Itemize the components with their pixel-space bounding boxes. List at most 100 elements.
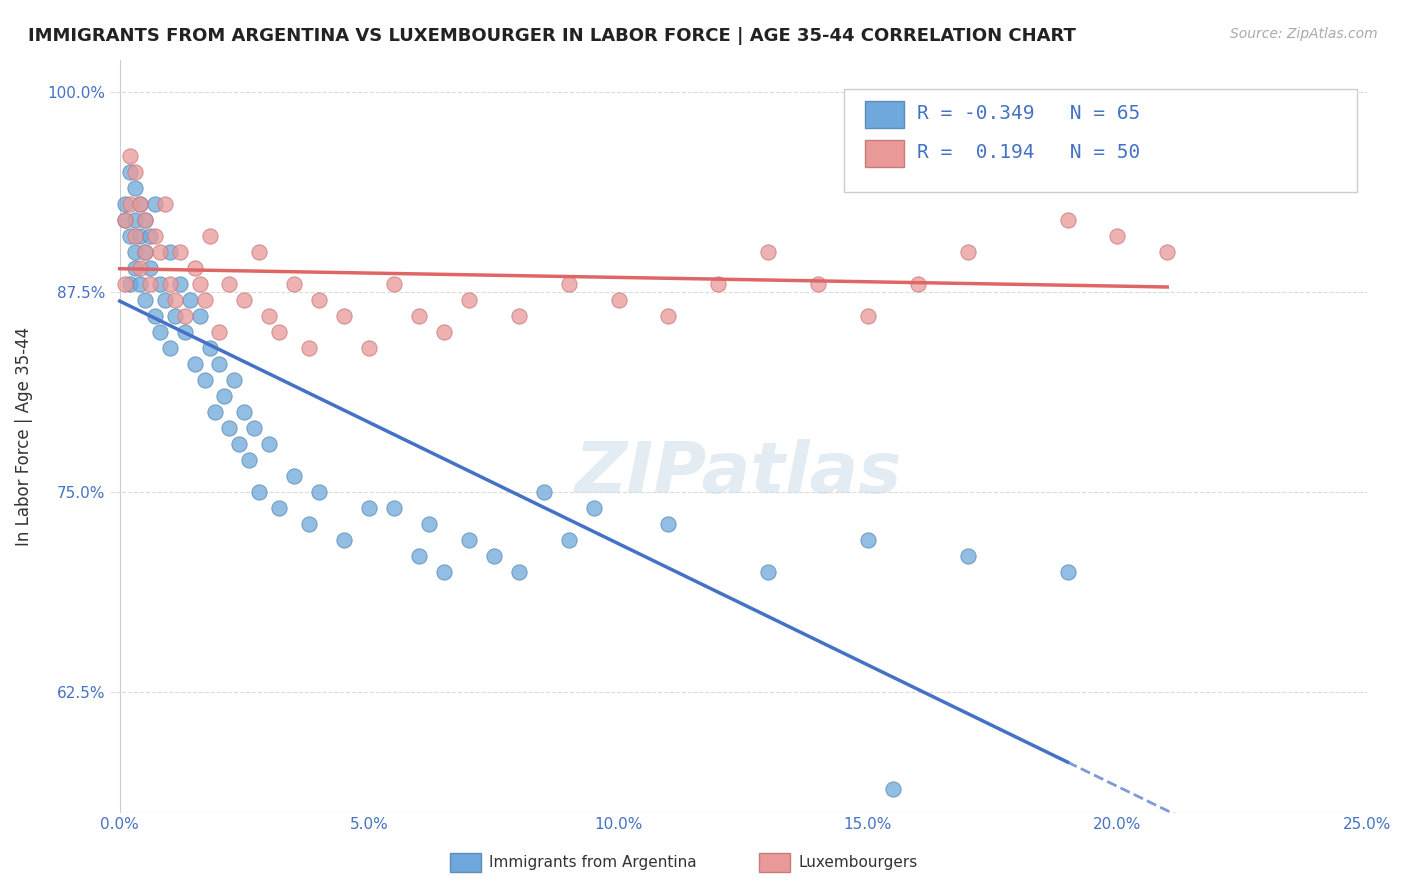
Point: [956, 549, 979, 564]
Point: [114, 277, 136, 291]
Point: [118, 196, 141, 211]
Point: [408, 549, 430, 564]
Point: [657, 309, 679, 323]
Point: [233, 405, 256, 419]
Point: [149, 277, 172, 291]
Point: [433, 325, 456, 339]
Point: [124, 244, 146, 259]
Point: [458, 293, 481, 307]
Point: [114, 212, 136, 227]
Point: [508, 309, 530, 323]
Point: [283, 469, 305, 483]
Point: [1107, 228, 1129, 243]
Point: [124, 260, 146, 275]
Point: [298, 517, 321, 532]
Point: [153, 196, 176, 211]
Point: [118, 228, 141, 243]
Point: [228, 437, 250, 451]
Point: [359, 341, 381, 355]
Point: [128, 228, 150, 243]
Text: R = -0.349   N = 65: R = -0.349 N = 65: [917, 103, 1140, 123]
Point: [283, 277, 305, 291]
Point: [159, 277, 181, 291]
Point: [218, 421, 240, 435]
Point: [214, 389, 236, 403]
Point: [159, 341, 181, 355]
Point: [128, 196, 150, 211]
Point: [224, 373, 246, 387]
Point: [557, 533, 579, 548]
Point: [582, 501, 605, 516]
Point: [856, 309, 879, 323]
Point: [707, 277, 730, 291]
Text: R =  0.194   N = 50: R = 0.194 N = 50: [917, 143, 1140, 162]
Point: [114, 212, 136, 227]
Point: [956, 244, 979, 259]
Point: [359, 501, 381, 516]
Point: [238, 453, 260, 467]
Point: [134, 212, 156, 227]
Point: [243, 421, 266, 435]
Point: [138, 228, 160, 243]
Point: [138, 260, 160, 275]
Point: [907, 277, 929, 291]
Point: [124, 165, 146, 179]
Point: [247, 244, 270, 259]
Point: [259, 437, 281, 451]
Point: [1156, 244, 1178, 259]
Point: [807, 277, 830, 291]
Point: [183, 260, 205, 275]
Point: [418, 517, 440, 532]
Point: [533, 485, 555, 500]
Text: ZIPatlas: ZIPatlas: [575, 439, 903, 508]
Point: [308, 485, 330, 500]
Point: [382, 277, 405, 291]
Point: [198, 228, 221, 243]
Point: [408, 309, 430, 323]
Point: [118, 165, 141, 179]
Point: [149, 244, 172, 259]
Point: [233, 293, 256, 307]
Point: [458, 533, 481, 548]
Point: [149, 325, 172, 339]
Point: [173, 309, 195, 323]
Point: [204, 405, 226, 419]
Point: [134, 293, 156, 307]
Point: [198, 341, 221, 355]
Point: [143, 309, 166, 323]
Point: [124, 180, 146, 194]
Point: [193, 373, 215, 387]
Point: [508, 566, 530, 580]
Point: [188, 277, 211, 291]
Point: [128, 196, 150, 211]
Point: [128, 277, 150, 291]
Point: [173, 325, 195, 339]
Point: [169, 244, 191, 259]
Point: [298, 341, 321, 355]
Point: [143, 196, 166, 211]
Point: [163, 309, 186, 323]
Point: [138, 277, 160, 291]
Point: [269, 501, 291, 516]
Point: [134, 244, 156, 259]
Point: [118, 277, 141, 291]
Point: [333, 309, 356, 323]
Point: [143, 228, 166, 243]
Point: [153, 293, 176, 307]
Point: [218, 277, 240, 291]
Point: [756, 244, 779, 259]
Point: [208, 325, 231, 339]
Point: [269, 325, 291, 339]
Point: [114, 196, 136, 211]
Point: [193, 293, 215, 307]
Point: [259, 309, 281, 323]
Text: Source: ZipAtlas.com: Source: ZipAtlas.com: [1230, 27, 1378, 41]
Point: [183, 357, 205, 371]
Point: [1056, 566, 1078, 580]
Point: [247, 485, 270, 500]
Point: [382, 501, 405, 516]
Text: Luxembourgers: Luxembourgers: [799, 855, 918, 870]
Point: [124, 228, 146, 243]
Text: Immigrants from Argentina: Immigrants from Argentina: [489, 855, 697, 870]
Point: [128, 260, 150, 275]
